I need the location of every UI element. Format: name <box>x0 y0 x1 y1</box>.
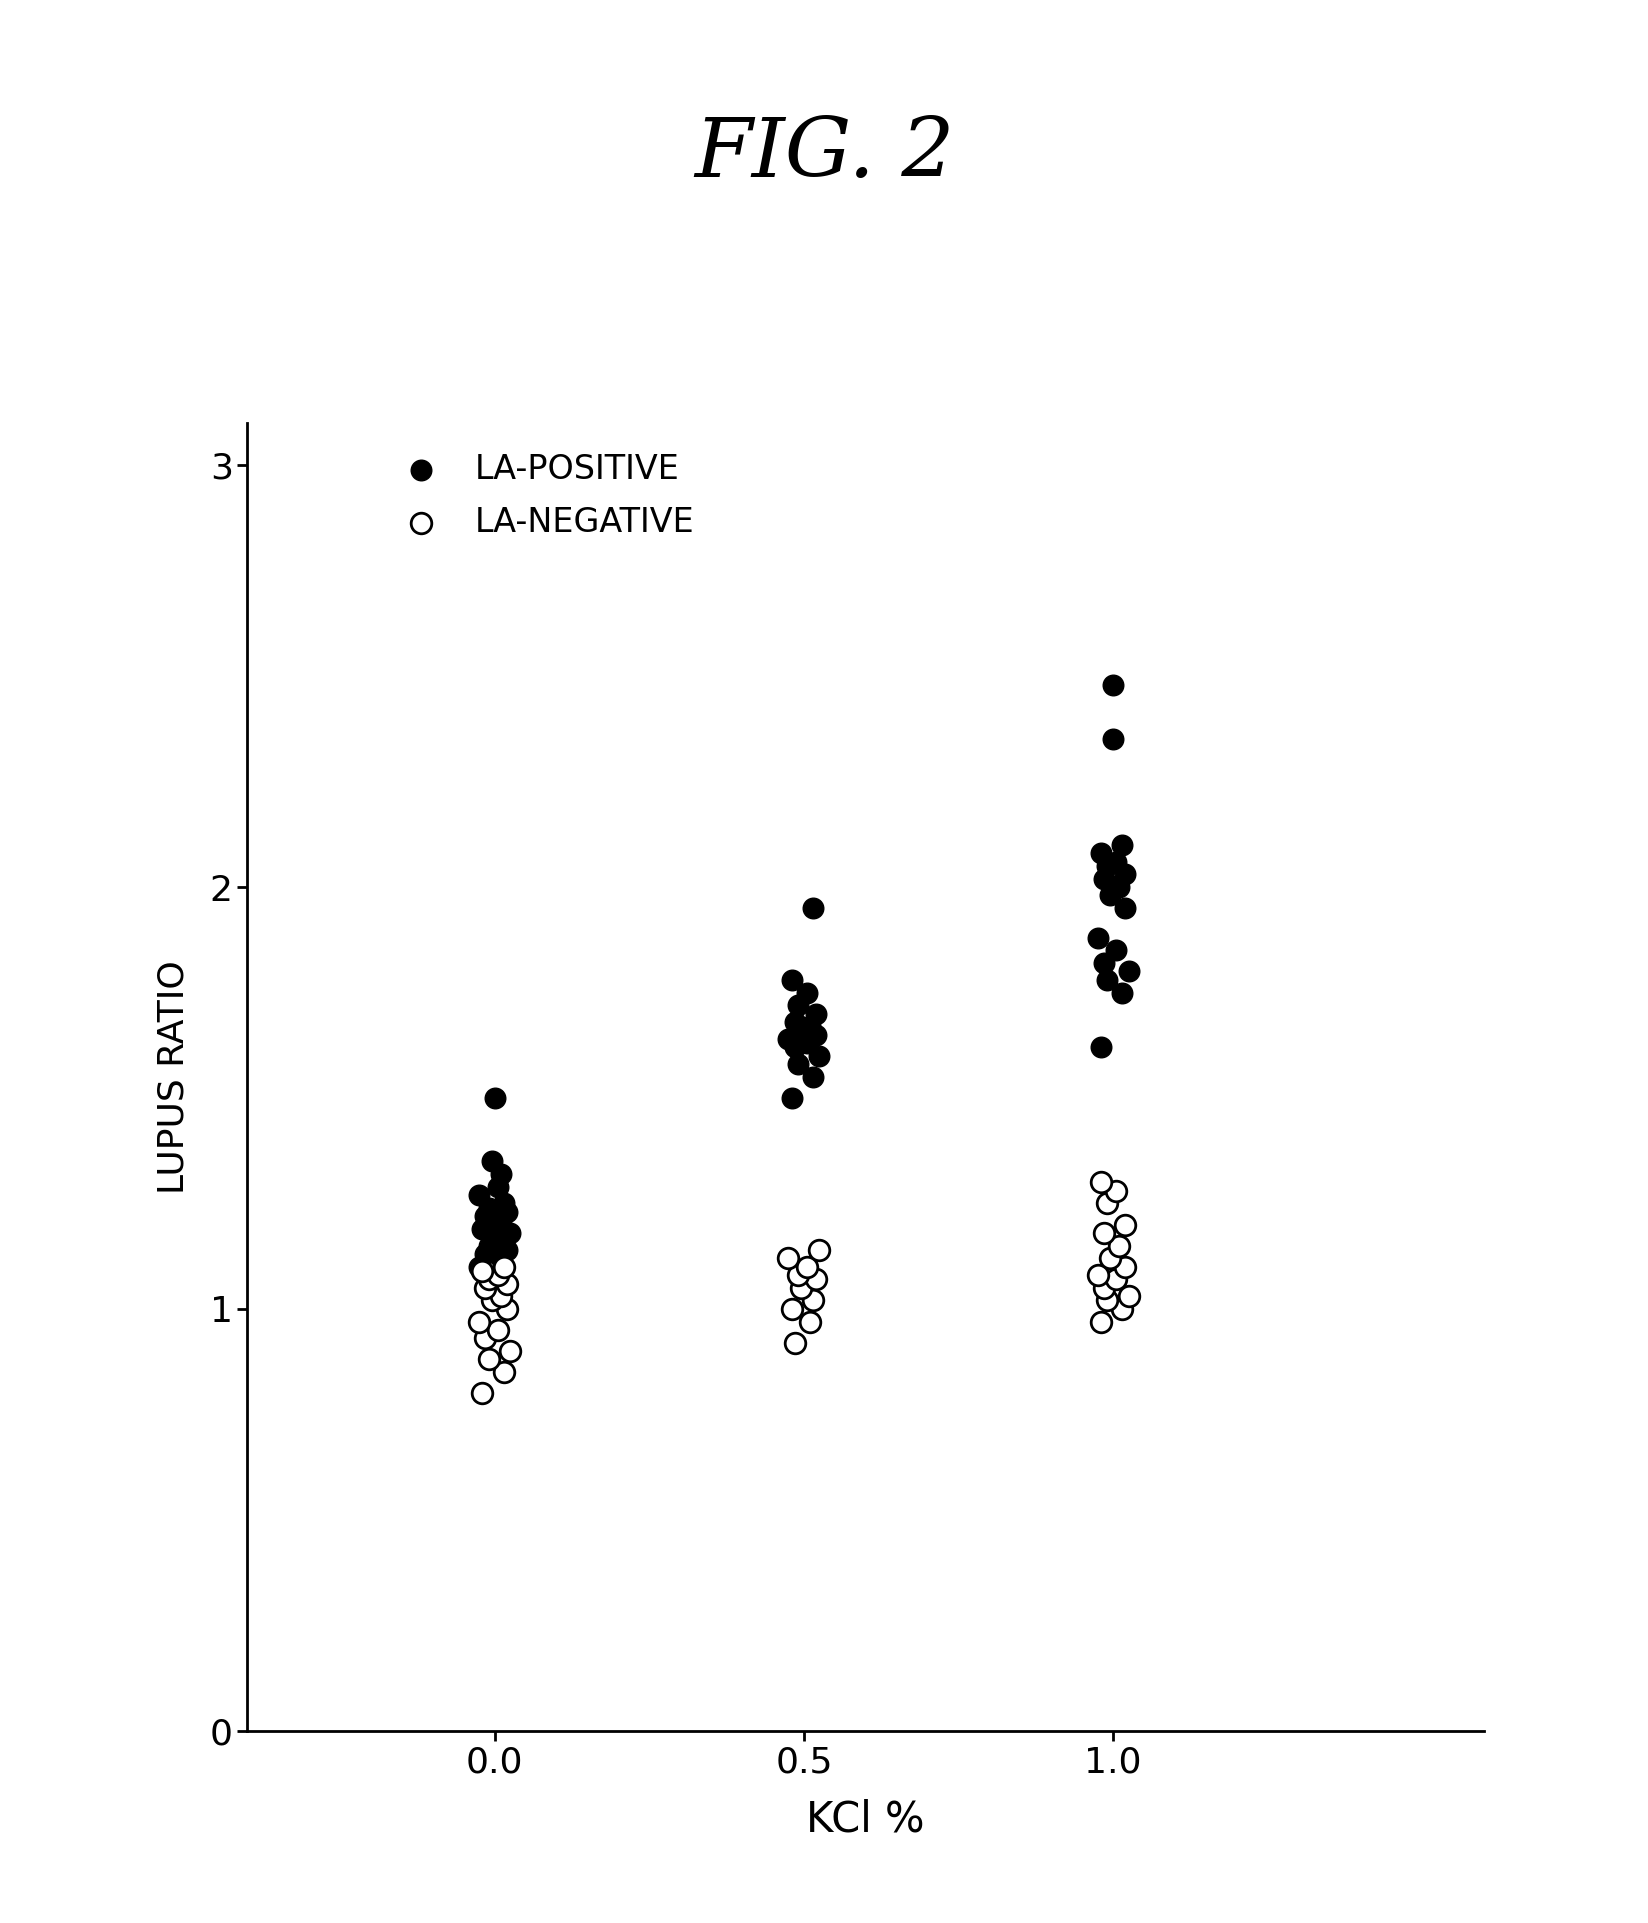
Point <box>1103 1175 1129 1206</box>
Point <box>1103 1263 1129 1294</box>
Point <box>470 1213 496 1244</box>
Point <box>478 1221 504 1252</box>
Point <box>491 1227 517 1258</box>
Point <box>1099 725 1126 756</box>
Point <box>1106 1231 1132 1261</box>
Point <box>1099 669 1126 700</box>
Point <box>466 1306 493 1336</box>
Point <box>784 1260 811 1290</box>
Point <box>1103 935 1129 965</box>
Point <box>475 1344 501 1375</box>
Point <box>485 1171 511 1202</box>
Point <box>803 1263 829 1294</box>
Point <box>466 1252 493 1283</box>
Point <box>1112 1252 1139 1283</box>
Point <box>1093 1188 1119 1219</box>
Point <box>1089 1217 1116 1248</box>
Point <box>488 1281 514 1311</box>
Point <box>470 1379 496 1410</box>
Point <box>775 1023 801 1054</box>
Point <box>778 1083 804 1113</box>
Point <box>478 1285 504 1315</box>
Point <box>488 1206 514 1236</box>
Point <box>475 1263 501 1294</box>
Point <box>793 977 819 1008</box>
Point <box>491 1358 517 1388</box>
Legend: LA-POSITIVE, LA-NEGATIVE: LA-POSITIVE, LA-NEGATIVE <box>387 452 694 538</box>
Point <box>784 1048 811 1079</box>
Point <box>478 1146 504 1177</box>
Point <box>793 1027 819 1058</box>
Point <box>1093 850 1119 881</box>
Point <box>470 1256 496 1286</box>
Point <box>494 1235 521 1265</box>
Point <box>784 990 811 1021</box>
Point <box>806 1040 832 1071</box>
Point <box>1109 829 1135 860</box>
Point <box>1089 1273 1116 1304</box>
Point <box>1088 1306 1114 1336</box>
Point <box>485 1210 511 1240</box>
Point <box>1109 1294 1135 1325</box>
Point <box>1084 923 1111 954</box>
Point <box>488 1158 514 1188</box>
Point <box>799 1061 826 1092</box>
Point <box>1112 1210 1139 1240</box>
Point <box>466 1179 493 1210</box>
Point <box>1103 846 1129 877</box>
Point <box>485 1315 511 1346</box>
Point <box>1114 1281 1140 1311</box>
Text: FIG. 2: FIG. 2 <box>694 113 954 194</box>
Point <box>1112 860 1139 890</box>
Point <box>806 1235 832 1265</box>
Point <box>793 1252 819 1283</box>
Point <box>471 1323 498 1354</box>
Point <box>1112 892 1139 923</box>
Point <box>796 1011 822 1042</box>
Point <box>471 1200 498 1231</box>
Point <box>1093 1285 1119 1315</box>
Point <box>775 1242 801 1273</box>
Y-axis label: LUPUS RATIO: LUPUS RATIO <box>157 960 190 1194</box>
Point <box>1089 948 1116 979</box>
Point <box>803 998 829 1029</box>
Point <box>488 1242 514 1273</box>
Point <box>494 1267 521 1298</box>
Point <box>471 1238 498 1269</box>
Point <box>803 1019 829 1050</box>
Point <box>778 965 804 996</box>
Point <box>799 892 826 923</box>
Point <box>781 1033 808 1063</box>
Point <box>485 1260 511 1290</box>
Point <box>496 1217 522 1248</box>
Point <box>788 1015 814 1046</box>
Point <box>1096 1242 1122 1273</box>
Point <box>1088 838 1114 869</box>
X-axis label: KCl %: KCl % <box>806 1798 925 1840</box>
Point <box>788 1273 814 1304</box>
Point <box>494 1294 521 1325</box>
Point <box>799 1285 826 1315</box>
Point <box>1109 977 1135 1008</box>
Point <box>1093 965 1119 996</box>
Point <box>781 1006 808 1036</box>
Point <box>1088 1033 1114 1063</box>
Point <box>475 1231 501 1261</box>
Point <box>1084 1260 1111 1290</box>
Point <box>475 1192 501 1223</box>
Point <box>796 1306 822 1336</box>
Point <box>1088 1167 1114 1198</box>
Point <box>491 1252 517 1283</box>
Point <box>496 1336 522 1367</box>
Point <box>778 1294 804 1325</box>
Point <box>494 1196 521 1227</box>
Point <box>481 1083 508 1113</box>
Point <box>781 1327 808 1358</box>
Point <box>471 1273 498 1304</box>
Point <box>1114 956 1140 986</box>
Point <box>1089 863 1116 894</box>
Point <box>491 1188 517 1219</box>
Point <box>1106 871 1132 902</box>
Point <box>1096 881 1122 912</box>
